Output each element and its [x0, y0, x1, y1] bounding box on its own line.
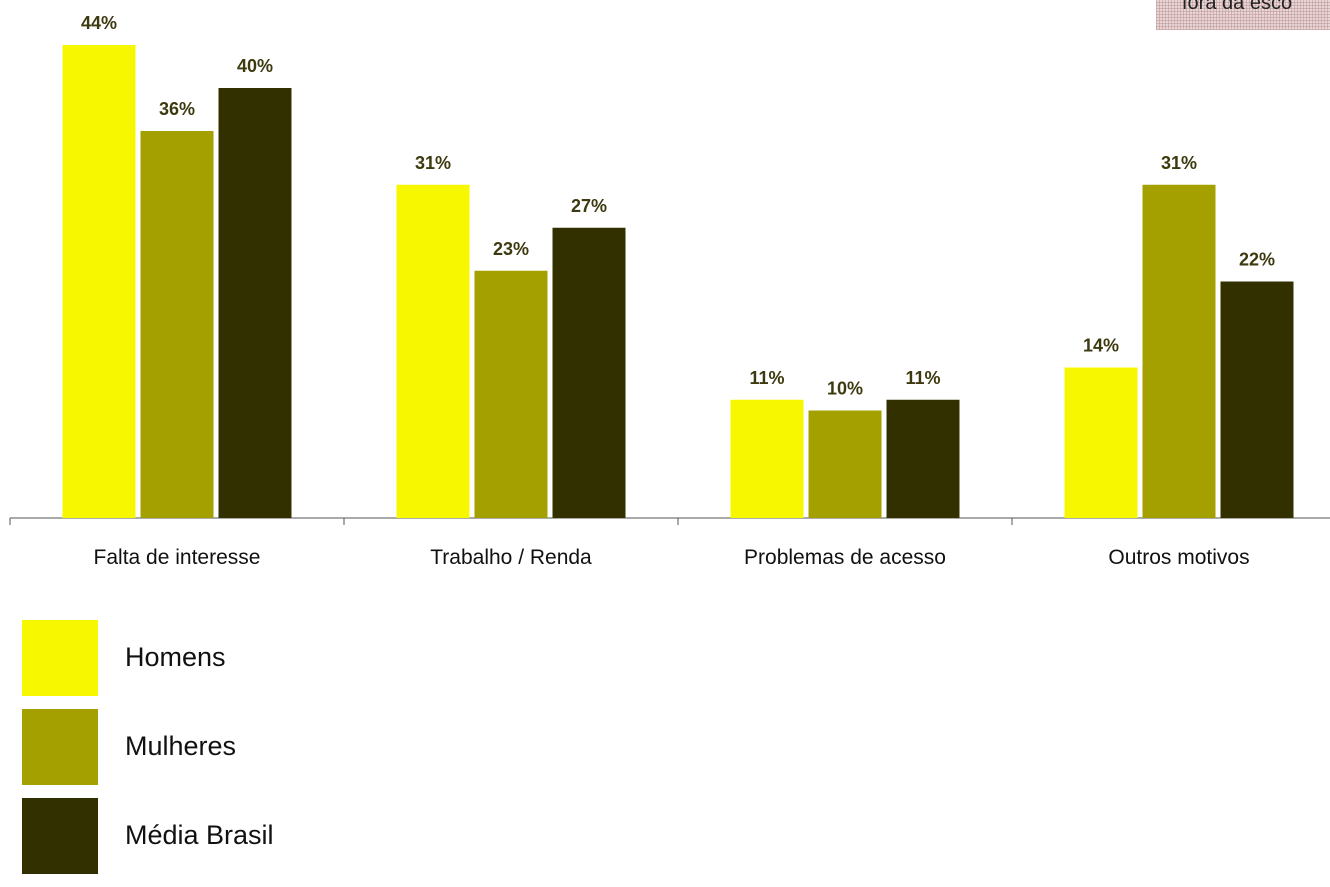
data-label-mulheres-problemas-de-acesso: 10%	[827, 379, 863, 399]
bar-homens-outros-motivos	[1064, 367, 1138, 518]
bar-mulheres-outros-motivos	[1142, 184, 1216, 518]
data-label-homens-trabalho-renda: 31%	[415, 153, 451, 173]
corner-note: fora da esco	[1156, 0, 1330, 30]
bar-media-brasil-problemas-de-acesso	[886, 399, 960, 518]
bar-homens-trabalho-renda	[396, 184, 470, 518]
bar-mulheres-falta-de-interesse	[140, 131, 214, 518]
x-tick-label-problemas-de-acesso: Problemas de acesso	[744, 546, 946, 569]
legend-swatch-mulheres	[22, 709, 98, 785]
data-label-mulheres-trabalho-renda: 23%	[493, 239, 529, 259]
bar-media-brasil-falta-de-interesse	[218, 88, 292, 518]
data-label-homens-problemas-de-acesso: 11%	[749, 368, 784, 388]
data-label-mulheres-falta-de-interesse: 36%	[159, 99, 195, 119]
x-tick-label-falta-de-interesse: Falta de interesse	[94, 546, 261, 569]
data-label-mulheres-outros-motivos: 31%	[1161, 153, 1197, 173]
bar-homens-falta-de-interesse	[62, 45, 136, 518]
bar-chart: 44% 36% 40% Falta de interesse 31% 23% 27% Trab…	[9, 13, 1330, 569]
legend-swatch-homens	[22, 620, 98, 696]
data-label-media-brasil-trabalho-renda: 27%	[571, 196, 607, 216]
corner-note-text: fora da esco	[1182, 0, 1293, 14]
x-tick-label-trabalho-renda: Trabalho / Renda	[430, 546, 592, 569]
legend-label-mulheres: Mulheres	[125, 731, 237, 761]
data-label-homens-outros-motivos: 14%	[1083, 336, 1119, 356]
data-label-homens-falta-de-interesse: 44%	[81, 13, 117, 33]
bar-mulheres-trabalho-renda	[474, 270, 548, 518]
bar-media-brasil-trabalho-renda	[552, 227, 626, 518]
data-label-media-brasil-falta-de-interesse: 40%	[237, 56, 273, 76]
legend-swatch-media-brasil	[22, 798, 98, 874]
legend-label-homens: Homens	[125, 642, 226, 672]
data-label-media-brasil-problemas-de-acesso: 11%	[905, 368, 940, 388]
bar-homens-problemas-de-acesso	[730, 399, 804, 518]
data-label-media-brasil-outros-motivos: 22%	[1239, 250, 1275, 270]
x-tick-label-outros-motivos: Outros motivos	[1108, 546, 1249, 569]
legend-label-media-brasil: Média Brasil	[125, 820, 274, 850]
bar-media-brasil-outros-motivos	[1220, 281, 1294, 518]
bar-mulheres-problemas-de-acesso	[808, 410, 882, 518]
